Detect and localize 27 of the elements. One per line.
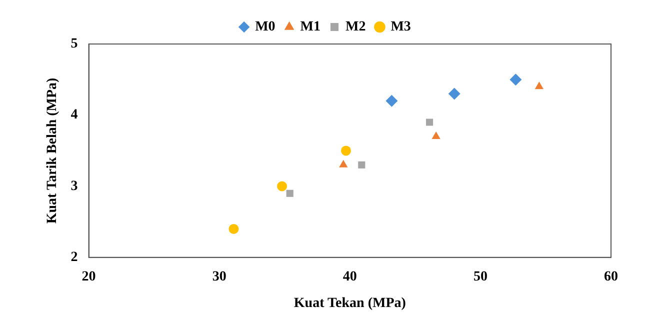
point: [426, 118, 434, 126]
point: [432, 131, 440, 139]
x-tick-label: 50: [473, 269, 488, 284]
point: [286, 190, 294, 197]
legend-label: M2: [346, 20, 366, 35]
y-tick-label: 3: [70, 178, 78, 194]
legend-label: M0: [255, 20, 276, 35]
x-axis-title: Kuat Tekan (MPa): [294, 296, 406, 312]
point: [386, 94, 398, 107]
point: [358, 161, 366, 168]
point: [228, 224, 239, 234]
x-tick-label: 60: [604, 269, 618, 284]
point: [340, 146, 351, 156]
point: [277, 181, 288, 192]
point: [448, 88, 460, 100]
x-tick-label: 20: [82, 269, 96, 284]
x-tick-label: 30: [212, 269, 226, 284]
y-tick-label: 5: [70, 36, 78, 52]
point: [339, 160, 348, 168]
y-axis-title: Kuat Tarik Belah (MPa): [45, 77, 60, 224]
legend-label: M1: [300, 20, 321, 35]
y-tick-label: 2: [70, 250, 78, 266]
x-tick-label: 40: [342, 269, 357, 284]
point: [534, 82, 544, 90]
legend-label: M3: [390, 20, 411, 35]
y-tick-label: 4: [70, 108, 78, 123]
point: [510, 74, 522, 86]
